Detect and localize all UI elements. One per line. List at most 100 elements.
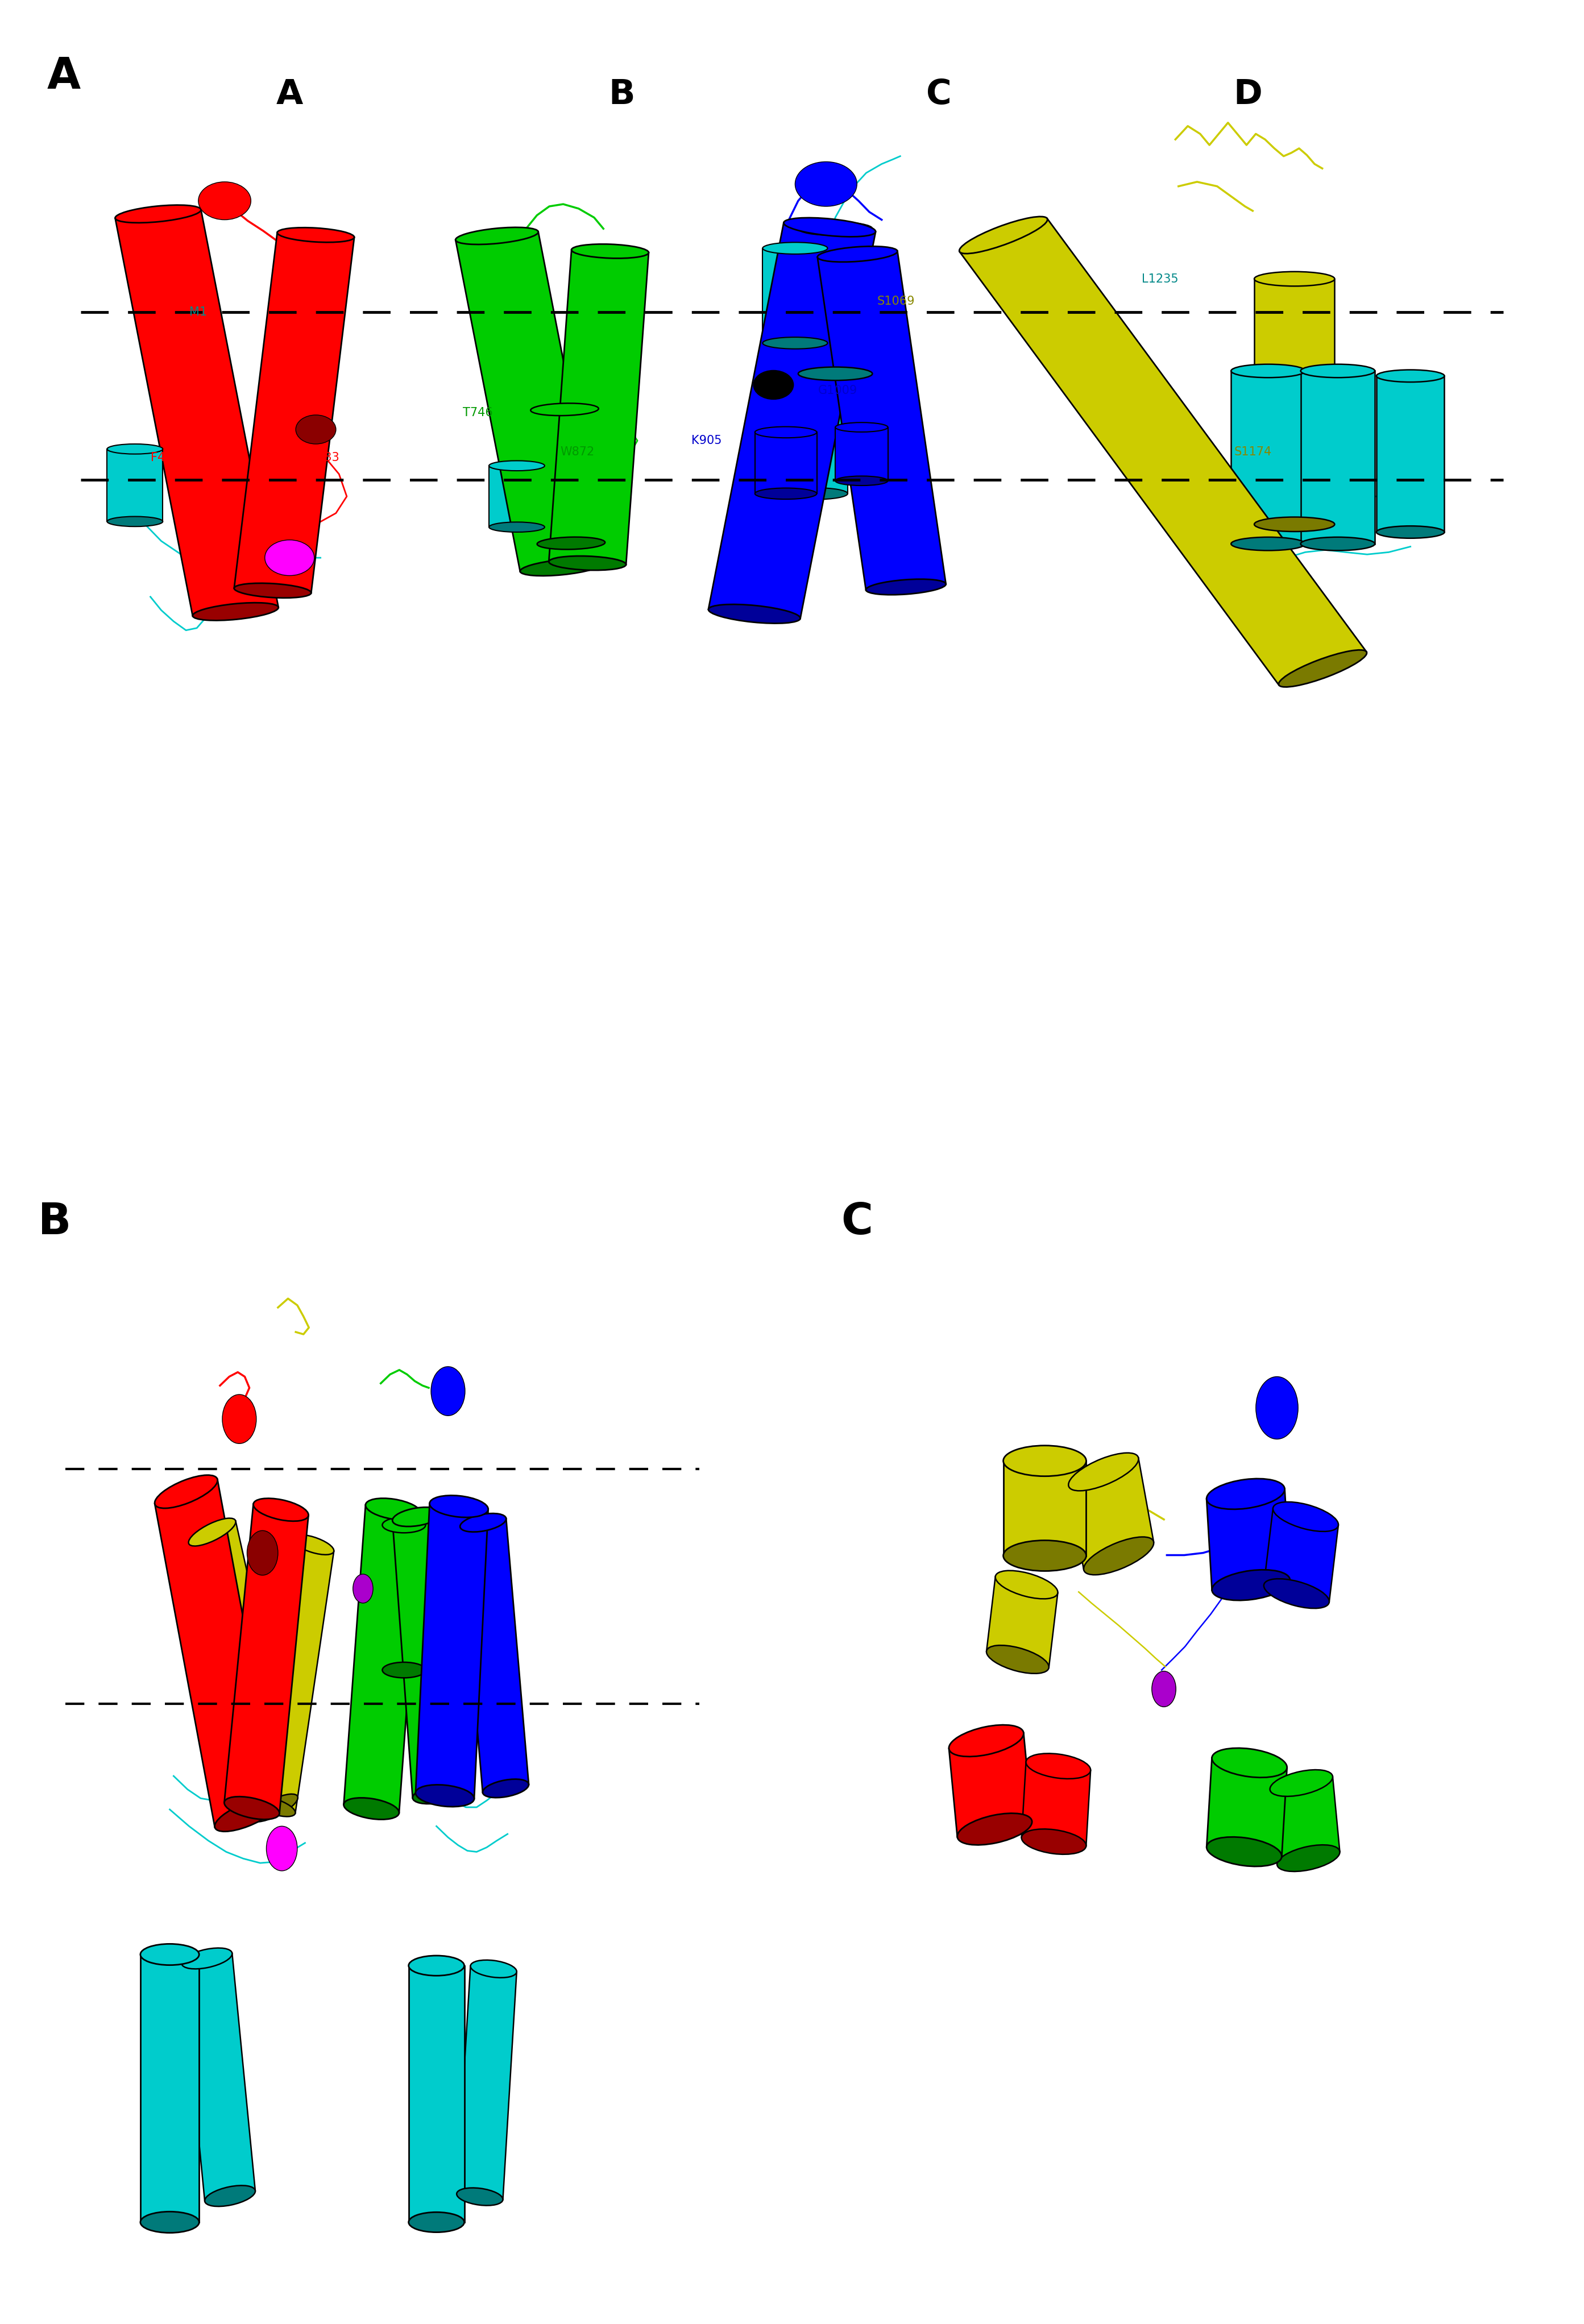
Ellipse shape xyxy=(995,1571,1058,1599)
Ellipse shape xyxy=(756,488,817,500)
Ellipse shape xyxy=(708,604,800,623)
Ellipse shape xyxy=(489,460,545,472)
Bar xyxy=(155,1480,277,1827)
Circle shape xyxy=(1256,1376,1297,1439)
Bar xyxy=(835,428,889,481)
Ellipse shape xyxy=(520,558,604,576)
Circle shape xyxy=(1152,1671,1175,1706)
Circle shape xyxy=(795,163,857,207)
Ellipse shape xyxy=(835,423,889,432)
Ellipse shape xyxy=(409,1954,464,1975)
Ellipse shape xyxy=(1270,1771,1332,1796)
Ellipse shape xyxy=(1274,1501,1338,1532)
Ellipse shape xyxy=(250,1794,298,1822)
Circle shape xyxy=(222,1394,257,1443)
Ellipse shape xyxy=(141,2212,200,2233)
Ellipse shape xyxy=(531,404,599,416)
Ellipse shape xyxy=(1376,370,1445,381)
Ellipse shape xyxy=(957,1813,1033,1845)
Ellipse shape xyxy=(456,2187,502,2205)
Circle shape xyxy=(265,539,314,576)
Bar xyxy=(253,1538,334,1813)
Circle shape xyxy=(754,370,794,400)
Text: K905: K905 xyxy=(692,435,722,446)
Bar xyxy=(459,1518,529,1792)
Ellipse shape xyxy=(141,1943,200,1966)
Bar xyxy=(188,1522,298,1820)
Bar xyxy=(531,409,605,544)
Bar xyxy=(1300,372,1375,544)
Bar xyxy=(960,218,1367,686)
Ellipse shape xyxy=(234,583,310,597)
Ellipse shape xyxy=(382,1518,426,1534)
Ellipse shape xyxy=(366,1499,421,1520)
Ellipse shape xyxy=(1300,537,1375,551)
Bar xyxy=(116,209,279,616)
Text: C: C xyxy=(927,79,952,112)
Ellipse shape xyxy=(987,1645,1049,1673)
Bar xyxy=(141,1954,200,2222)
Text: G1009: G1009 xyxy=(819,386,857,395)
Text: M1: M1 xyxy=(188,307,208,318)
Ellipse shape xyxy=(1207,1478,1285,1508)
Ellipse shape xyxy=(1212,1569,1289,1601)
Ellipse shape xyxy=(413,1785,463,1803)
Text: B: B xyxy=(38,1202,71,1243)
Text: T746: T746 xyxy=(463,407,493,418)
Bar xyxy=(708,223,876,618)
Ellipse shape xyxy=(762,337,827,349)
Ellipse shape xyxy=(1255,516,1335,532)
Bar xyxy=(817,251,946,590)
Ellipse shape xyxy=(1255,272,1335,286)
Text: L1235: L1235 xyxy=(1142,274,1178,284)
Bar xyxy=(1270,1776,1340,1864)
Ellipse shape xyxy=(572,244,649,258)
Ellipse shape xyxy=(277,228,355,242)
Ellipse shape xyxy=(537,537,605,548)
Ellipse shape xyxy=(835,476,889,486)
Ellipse shape xyxy=(1231,365,1305,376)
Text: B: B xyxy=(608,79,635,112)
Ellipse shape xyxy=(782,404,847,416)
Ellipse shape xyxy=(344,1799,399,1820)
Circle shape xyxy=(353,1573,374,1604)
Bar xyxy=(798,228,873,374)
Bar xyxy=(225,1504,309,1813)
Ellipse shape xyxy=(253,1499,309,1522)
Ellipse shape xyxy=(960,216,1047,253)
Text: C: C xyxy=(841,1202,873,1243)
Bar xyxy=(182,1952,255,2201)
Ellipse shape xyxy=(470,1959,516,1978)
Ellipse shape xyxy=(1083,1536,1153,1576)
Ellipse shape xyxy=(1022,1829,1087,1855)
Bar xyxy=(409,1966,464,2222)
Circle shape xyxy=(198,181,250,221)
Ellipse shape xyxy=(393,1508,442,1527)
Text: S1174: S1174 xyxy=(1234,446,1272,458)
Text: S1069: S1069 xyxy=(878,295,916,307)
Ellipse shape xyxy=(1212,1748,1288,1778)
Ellipse shape xyxy=(155,1476,217,1508)
Ellipse shape xyxy=(483,1780,529,1799)
Bar xyxy=(344,1506,421,1813)
Bar xyxy=(762,249,827,344)
Bar xyxy=(1022,1762,1091,1845)
Bar xyxy=(108,449,163,521)
Ellipse shape xyxy=(108,444,163,453)
Bar xyxy=(548,249,649,565)
Ellipse shape xyxy=(489,523,545,532)
Bar xyxy=(782,409,847,493)
Bar xyxy=(1376,376,1445,532)
Bar xyxy=(987,1576,1058,1669)
Ellipse shape xyxy=(215,1799,277,1831)
Ellipse shape xyxy=(415,1785,474,1806)
Ellipse shape xyxy=(762,242,827,253)
Ellipse shape xyxy=(459,1513,507,1532)
Text: F47: F47 xyxy=(150,451,173,462)
Bar xyxy=(415,1504,488,1799)
Text: D: D xyxy=(1234,79,1262,112)
Ellipse shape xyxy=(182,1948,233,1968)
Circle shape xyxy=(431,1367,466,1415)
Bar xyxy=(949,1734,1033,1836)
Bar xyxy=(456,1966,516,2199)
